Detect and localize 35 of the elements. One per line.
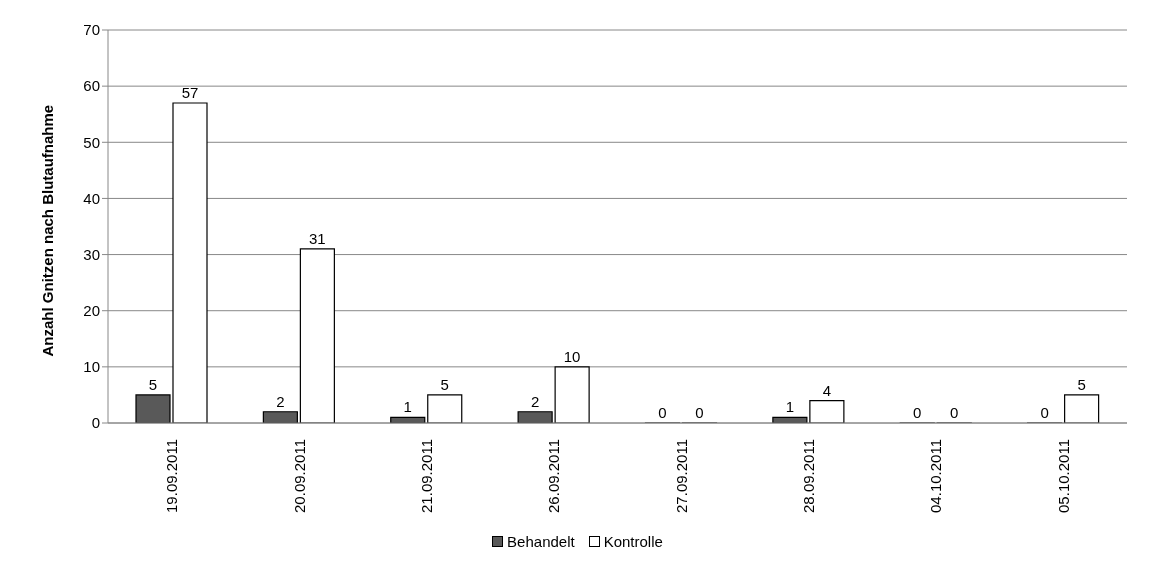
data-label: 2 xyxy=(276,392,285,410)
data-label: 2 xyxy=(530,392,540,410)
y-tick-label: 30 xyxy=(83,245,100,263)
legend-label: Behandelt xyxy=(506,533,575,550)
x-tick-label: 04.10.2011 xyxy=(927,439,945,513)
y-axis-title: Anzahl Gnitzen nach Blutaufnahme xyxy=(39,104,57,357)
data-label: 0 xyxy=(913,403,922,421)
x-tick-label: 27.09.2011 xyxy=(672,439,690,513)
y-tick-label: 70 xyxy=(83,21,100,39)
data-label: 5 xyxy=(148,375,158,393)
data-label: 31 xyxy=(309,229,326,247)
data-label: 0 xyxy=(695,403,704,421)
x-tick-label: 05.10.2011 xyxy=(1054,439,1072,513)
data-label: 1 xyxy=(403,398,412,416)
y-tick-label: 50 xyxy=(83,133,100,151)
y-tick-label: 0 xyxy=(91,414,100,432)
data-label: 0 xyxy=(658,403,667,421)
x-tick-label: 21.09.2011 xyxy=(417,439,435,513)
y-tick-label: 60 xyxy=(83,77,100,95)
x-tick-label: 19.09.2011 xyxy=(163,439,181,513)
legend-label: Kontrolle xyxy=(602,533,663,550)
y-tick-label: 20 xyxy=(83,302,100,320)
x-tick-label: 26.09.2011 xyxy=(545,439,563,513)
data-label: 4 xyxy=(822,381,832,399)
data-label: 57 xyxy=(181,83,199,101)
x-tick-label: 28.09.2011 xyxy=(800,439,818,513)
data-label: 1 xyxy=(785,398,795,416)
data-label: 0 xyxy=(950,403,959,421)
data-label: 10 xyxy=(563,347,581,365)
data-label: 5 xyxy=(1077,375,1086,393)
y-tick-label: 40 xyxy=(83,189,100,207)
data-label: 0 xyxy=(1040,403,1049,421)
y-tick-label: 10 xyxy=(83,358,100,376)
x-tick-label: 20.09.2011 xyxy=(290,439,308,513)
data-label: 5 xyxy=(440,375,449,393)
